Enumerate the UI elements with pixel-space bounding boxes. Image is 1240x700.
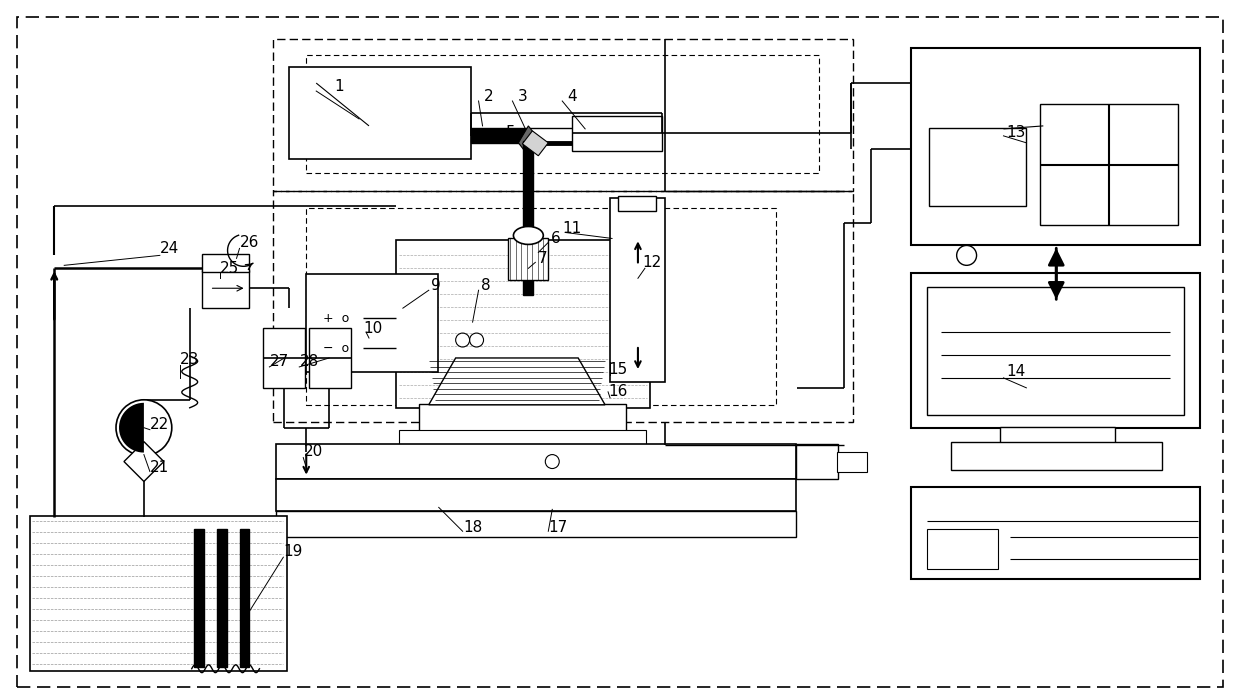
Bar — [951, 442, 1162, 470]
Text: 9: 9 — [430, 278, 440, 293]
Bar — [926, 529, 998, 569]
Bar — [309, 328, 351, 388]
Text: 12: 12 — [642, 255, 661, 270]
Text: 15: 15 — [609, 363, 627, 377]
Text: 6: 6 — [551, 231, 560, 246]
Text: 16: 16 — [609, 384, 627, 399]
Text: 1: 1 — [335, 78, 343, 94]
Polygon shape — [518, 126, 538, 156]
Bar — [306, 274, 438, 372]
Text: 7: 7 — [537, 251, 547, 266]
Bar — [523, 141, 533, 295]
Bar — [837, 452, 867, 472]
Bar — [399, 244, 647, 405]
Bar — [419, 404, 626, 432]
Bar — [273, 39, 853, 190]
Text: 11: 11 — [563, 221, 582, 236]
Polygon shape — [522, 131, 548, 156]
Text: +  o: + o — [324, 312, 350, 325]
Text: 2: 2 — [484, 88, 494, 104]
Bar — [618, 195, 656, 211]
Bar — [929, 128, 1027, 206]
Bar — [911, 48, 1199, 246]
Bar — [572, 116, 662, 150]
Bar — [217, 529, 227, 666]
Bar — [610, 197, 665, 382]
Text: 8: 8 — [481, 278, 490, 293]
Bar — [471, 128, 526, 143]
Circle shape — [117, 400, 172, 456]
Text: 24: 24 — [160, 241, 180, 256]
Bar — [277, 512, 796, 538]
Bar — [239, 529, 249, 666]
Bar — [379, 290, 397, 345]
Bar — [273, 190, 853, 421]
Text: 10: 10 — [363, 321, 383, 335]
Text: 4: 4 — [568, 88, 577, 104]
Text: 22: 22 — [150, 417, 170, 432]
Text: 19: 19 — [284, 544, 303, 559]
Bar — [379, 314, 397, 322]
Ellipse shape — [513, 227, 543, 244]
Bar — [796, 444, 838, 480]
Bar — [30, 517, 288, 671]
Text: 3: 3 — [517, 88, 527, 104]
Bar — [202, 270, 249, 308]
Bar — [911, 273, 1199, 428]
Bar — [277, 480, 796, 512]
Text: 26: 26 — [239, 235, 259, 250]
Circle shape — [546, 454, 559, 468]
Text: −  o: − o — [324, 342, 350, 354]
Polygon shape — [124, 442, 164, 482]
Bar — [202, 254, 249, 272]
Bar — [1040, 104, 1178, 225]
Text: 20: 20 — [304, 444, 322, 459]
Text: 23: 23 — [180, 353, 200, 368]
Bar — [1001, 427, 1115, 444]
Bar — [32, 519, 285, 668]
Bar — [263, 328, 305, 388]
Bar — [277, 444, 796, 480]
Text: 14: 14 — [1007, 365, 1025, 379]
Bar — [193, 529, 203, 666]
Bar — [289, 67, 471, 159]
Text: 13: 13 — [1007, 125, 1027, 141]
Bar — [306, 55, 820, 173]
Text: 18: 18 — [463, 520, 482, 535]
Polygon shape — [429, 358, 605, 405]
Bar — [399, 430, 646, 444]
Text: 5: 5 — [506, 125, 516, 141]
Text: 17: 17 — [548, 520, 568, 535]
Bar — [396, 240, 650, 408]
Polygon shape — [508, 239, 548, 280]
Polygon shape — [119, 402, 144, 453]
Bar — [306, 208, 776, 405]
Bar — [926, 287, 1184, 414]
Text: 21: 21 — [150, 460, 170, 475]
Text: 27: 27 — [270, 354, 289, 370]
Bar — [911, 487, 1199, 579]
Text: 28: 28 — [300, 354, 319, 370]
Text: 25: 25 — [219, 261, 239, 276]
